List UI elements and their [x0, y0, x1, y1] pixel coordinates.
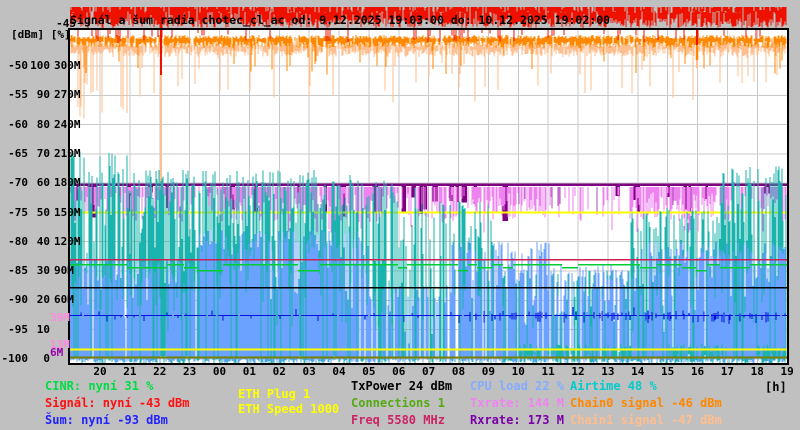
legend-chain1: Chain1 signal -47 dBm: [570, 414, 722, 427]
y-axis-row: -8040120M: [0, 236, 94, 248]
x-axis-hour-label: 23: [177, 366, 203, 378]
legend-chain0: Chain0 signal -46 dBm: [570, 397, 722, 410]
legend-txrate: Txrate: 144 M: [470, 397, 564, 410]
x-axis-hour-label: 10: [505, 366, 531, 378]
legend-signal: Signál: nyní -43 dBm: [45, 397, 190, 410]
y-axis-row: -7550150M: [0, 207, 94, 219]
y-axis-row: -6080240M: [0, 119, 94, 131]
graph-screen: Signál a šum radia chotec_cl_ac od: 9.12…: [0, 0, 800, 430]
legend-airtime: Airtime 48 %: [570, 380, 657, 393]
legend-cinr: CINR: nyní 31 %: [45, 380, 153, 393]
x-axis-hour-label: 22: [147, 366, 173, 378]
y-axis-row: -6570210M: [0, 148, 94, 160]
legend-eth-plug: ETH Plug 1: [238, 388, 310, 401]
legend-cpu-load: CPU load 22 %: [470, 380, 564, 393]
x-axis-hour-label: 14: [625, 366, 651, 378]
x-axis-hour-label: 12: [565, 366, 591, 378]
x-axis-hour-label: 17: [714, 366, 740, 378]
legend-hours-unit: [h]: [765, 381, 787, 394]
x-axis-hour-label: 16: [685, 366, 711, 378]
legend-freq: Freq 5580 MHz: [351, 414, 445, 427]
plot-area: [68, 28, 789, 365]
legend-txpower: TxPower 24 dBm: [351, 380, 452, 393]
y-axis-row: -5590270M: [0, 89, 94, 101]
y-axis-row: -902060M: [0, 294, 94, 306]
series-canvas: [70, 30, 787, 363]
x-axis-hour-label: 03: [296, 366, 322, 378]
x-axis-hour-label: 20: [87, 366, 113, 378]
legend-rxrate: Rxrate: 173 M: [470, 414, 564, 427]
x-axis-hour-label: 21: [117, 366, 143, 378]
x-axis-hour-label: 18: [744, 366, 770, 378]
x-axis-hour-label: 15: [655, 366, 681, 378]
graph-title: Signál a šum radia chotec_cl_ac od: 9.12…: [70, 14, 610, 26]
y-axis-units: [dBm] [%]: [11, 29, 71, 41]
y-axis-row: -1000: [0, 353, 94, 365]
x-axis-hour-label: 09: [475, 366, 501, 378]
legend-noise: Šum: nyní -93 dBm: [45, 414, 168, 427]
x-axis-hour-label: 13: [595, 366, 621, 378]
rate-marker-label: 39M: [50, 312, 70, 324]
y-axis-row: -9510: [0, 324, 94, 336]
x-axis-hour-label: 06: [386, 366, 412, 378]
rate-marker-label: 6M: [50, 347, 63, 359]
x-axis-hour-label: 11: [535, 366, 561, 378]
y-axis-row: -7060180M: [0, 177, 94, 189]
y-axis-row: -50100300M: [0, 60, 94, 72]
x-axis-hour-label: 19: [774, 366, 800, 378]
y-axis-row: -853090M: [0, 265, 94, 277]
x-axis-hour-label: 07: [416, 366, 442, 378]
x-axis-hour-label: 08: [446, 366, 472, 378]
x-axis-hour-label: 01: [236, 366, 262, 378]
x-axis-hour-label: 00: [207, 366, 233, 378]
legend-eth-speed: ETH Speed 1000: [238, 403, 339, 416]
x-axis-hour-label: 04: [326, 366, 352, 378]
legend-connections: Connections 1: [351, 397, 445, 410]
x-axis-hour-label: 02: [266, 366, 292, 378]
x-axis-hour-label: 05: [356, 366, 382, 378]
